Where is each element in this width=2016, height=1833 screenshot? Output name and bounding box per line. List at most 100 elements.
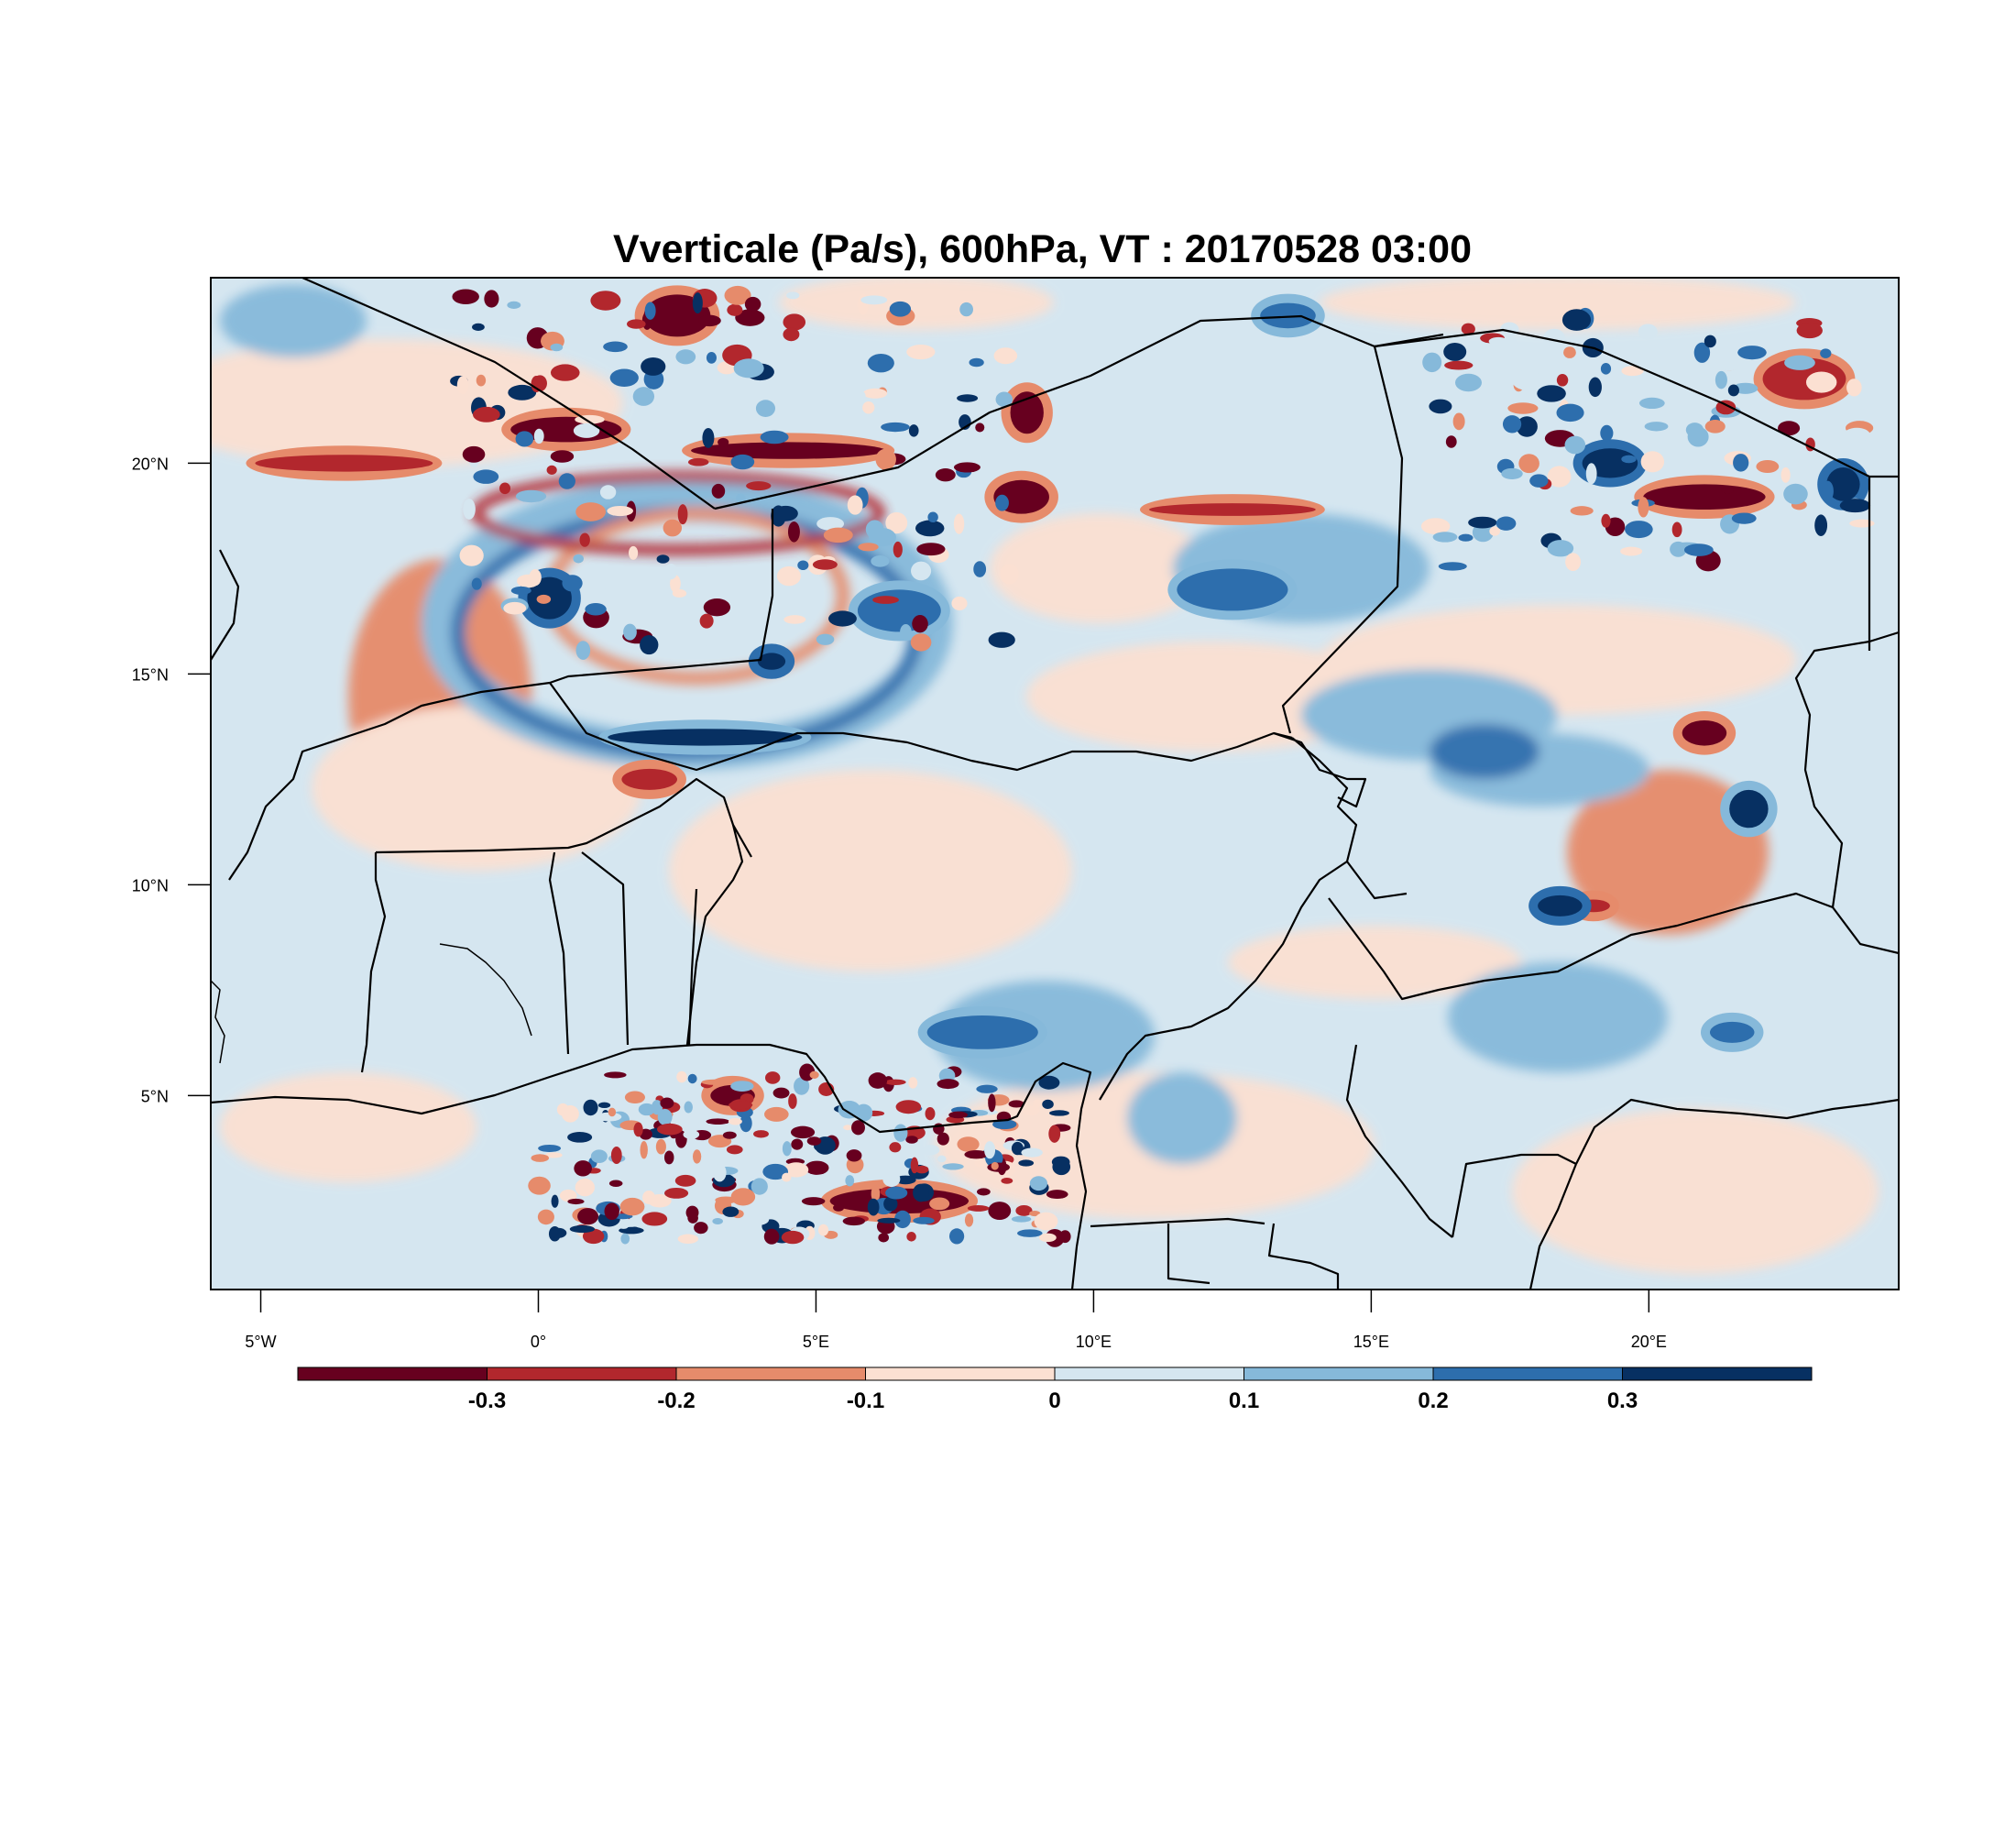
field-speck — [692, 292, 703, 314]
colorbar-bin — [1432, 1367, 1623, 1381]
convective-speck — [929, 1197, 950, 1211]
convective-speck — [590, 1149, 608, 1164]
field-speck — [550, 450, 575, 463]
ascent-cell — [1538, 895, 1583, 916]
field-speck — [1731, 512, 1757, 524]
convective-speck — [750, 1213, 770, 1225]
field-speck — [508, 384, 537, 401]
convective-speck — [889, 1142, 902, 1153]
colorbar-bin — [1244, 1367, 1434, 1381]
convective-speck — [732, 1221, 745, 1227]
convective-speck — [908, 1077, 918, 1089]
field-speck — [533, 428, 544, 445]
colorbar: -0.3 -0.2 -0.1 0 0.1 0.2 0.3 — [297, 1367, 1813, 1413]
convective-speck — [528, 1176, 551, 1195]
field-speck — [1511, 370, 1543, 390]
field-speck — [860, 295, 888, 305]
convective-speck — [817, 1224, 829, 1236]
convective-speck — [883, 1196, 898, 1212]
convective-speck — [915, 1165, 929, 1174]
convective-speck — [753, 1130, 769, 1138]
field-speck — [760, 430, 789, 445]
convective-speck — [921, 1145, 940, 1156]
field-speck — [973, 561, 987, 577]
colorbar-bin — [1622, 1367, 1813, 1381]
field-speck — [1461, 323, 1475, 335]
field-speck — [718, 437, 729, 447]
field-speck — [1452, 412, 1465, 431]
convective-speck — [806, 1136, 822, 1146]
field-speck — [515, 431, 534, 447]
convective-speck — [577, 1208, 599, 1225]
field-speck — [927, 511, 938, 522]
field-speck — [1638, 324, 1658, 340]
field-speck — [911, 561, 932, 581]
field-speck — [908, 424, 919, 437]
convective-speck — [608, 1180, 623, 1187]
field-speck — [628, 545, 639, 560]
convective-speck — [1018, 1159, 1035, 1167]
convective-speck — [948, 1228, 965, 1245]
convective-speck — [537, 1209, 554, 1225]
field-speck — [471, 577, 482, 590]
field-speck — [1432, 532, 1458, 543]
convective-speck — [1001, 1178, 1013, 1184]
field-speck — [847, 495, 863, 515]
convective-speck — [559, 1189, 577, 1202]
field-speck — [975, 423, 985, 433]
convective-speck — [1046, 1190, 1068, 1200]
convective-speck — [617, 1216, 630, 1229]
field-speck — [1507, 402, 1539, 414]
field-speck — [1704, 335, 1716, 348]
convective-speck — [1033, 1099, 1042, 1108]
colorbar-label: 0 — [1048, 1388, 1060, 1413]
convective-speck — [849, 1229, 860, 1239]
field-speck — [1704, 420, 1726, 434]
convective-speck — [885, 1186, 908, 1200]
field-speck — [957, 394, 979, 402]
colorbar-label: -0.2 — [657, 1388, 695, 1413]
field-speck — [677, 504, 688, 525]
convective-speck — [764, 1106, 789, 1122]
field-speck — [706, 351, 717, 364]
field-speck — [1458, 533, 1474, 542]
convective-speck — [597, 1102, 611, 1109]
convective-speck — [551, 1194, 559, 1208]
convective-speck — [608, 1107, 617, 1117]
field-speck — [573, 554, 584, 564]
field-speck — [744, 296, 761, 313]
field-speck — [462, 445, 486, 463]
field-speck — [862, 401, 875, 414]
convective-speck — [655, 1138, 666, 1155]
colorbar-label: 0.1 — [1229, 1388, 1259, 1413]
convective-speck — [1038, 1233, 1057, 1243]
convective-speck — [882, 1170, 901, 1188]
colorbar-label: -0.1 — [847, 1388, 884, 1413]
convective-speck — [630, 1226, 640, 1234]
field-speck — [1564, 435, 1586, 455]
field-speck — [783, 313, 806, 331]
field-speck — [452, 289, 479, 304]
field-speck — [855, 390, 866, 402]
colorbar-bin — [865, 1367, 1056, 1381]
field-speck — [1547, 466, 1572, 488]
convective-speck — [833, 1203, 845, 1212]
field-speck — [730, 454, 755, 470]
field-speck — [463, 499, 476, 520]
convective-speck — [895, 1100, 922, 1114]
field-speck — [476, 374, 487, 387]
field-speck — [724, 285, 751, 305]
field-speck — [664, 564, 677, 580]
convective-speck — [712, 1218, 723, 1225]
field-speck — [786, 291, 800, 300]
convective-speck — [894, 1210, 911, 1229]
convective-speck — [726, 1145, 743, 1155]
field-speck — [1588, 377, 1602, 398]
convective-speck — [687, 1073, 697, 1084]
convective-speck — [937, 1132, 949, 1146]
field-speck — [869, 528, 896, 547]
map-title: Vverticale (Pa/s), 600hPa, VT : 20170528… — [612, 227, 1473, 271]
field-speck — [1670, 541, 1687, 557]
field-speck — [1565, 553, 1582, 571]
convective-speck — [624, 1091, 645, 1104]
